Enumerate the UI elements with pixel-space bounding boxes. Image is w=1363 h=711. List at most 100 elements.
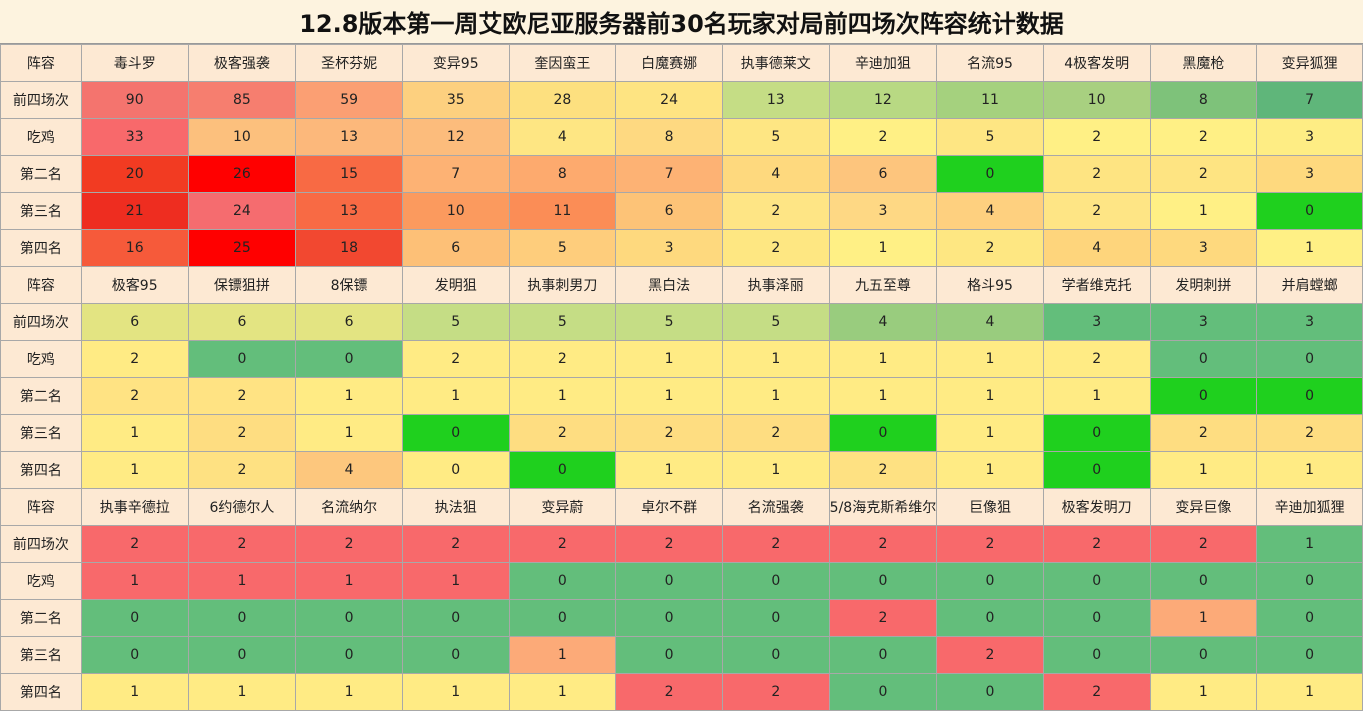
stat-value-cell[interactable]: 4 — [295, 451, 403, 489]
stat-value-cell[interactable]: 2 — [187, 377, 297, 415]
stat-value-cell[interactable]: 2 — [187, 451, 297, 489]
stat-value-cell[interactable]: 3 — [1256, 155, 1363, 193]
stat-value-cell[interactable]: 1 — [936, 451, 1044, 489]
row-label-cell[interactable]: 第四名 — [0, 451, 82, 489]
lineup-name-cell[interactable]: 辛迪加狐狸 — [1256, 488, 1363, 526]
stat-value-cell[interactable]: 0 — [1256, 636, 1363, 674]
lineup-name-cell[interactable]: 执法狙 — [401, 488, 510, 526]
lineup-name-cell[interactable]: 巨像狙 — [936, 488, 1044, 526]
lineup-name-cell[interactable]: 极客发明刀 — [1042, 488, 1151, 526]
stat-value-cell[interactable]: 0 — [187, 340, 297, 378]
lineup-name-cell[interactable]: 执事泽丽 — [721, 266, 830, 304]
stat-value-cell[interactable]: 59 — [295, 81, 403, 119]
stat-value-cell[interactable]: 0 — [828, 562, 938, 600]
stat-value-cell[interactable]: 21 — [80, 192, 189, 230]
lineup-name-cell[interactable]: 极客95 — [80, 266, 189, 304]
lineup-name-cell[interactable]: 九五至尊 — [828, 266, 938, 304]
stat-value-cell[interactable]: 1 — [401, 562, 510, 600]
stat-value-cell[interactable]: 1 — [295, 562, 403, 600]
row-label-cell[interactable]: 前四场次 — [0, 81, 82, 119]
stat-value-cell[interactable]: 1 — [1256, 525, 1363, 563]
stat-value-cell[interactable]: 5 — [508, 303, 617, 341]
stat-value-cell[interactable]: 0 — [828, 673, 938, 711]
stat-value-cell[interactable]: 0 — [401, 414, 510, 452]
stat-value-cell[interactable]: 0 — [1256, 192, 1363, 230]
row-label-cell[interactable]: 第三名 — [0, 414, 82, 452]
stat-value-cell[interactable]: 0 — [936, 673, 1044, 711]
stat-value-cell[interactable]: 25 — [187, 229, 297, 267]
lineup-name-cell[interactable]: 黑魔枪 — [1149, 44, 1258, 82]
stat-value-cell[interactable]: 12 — [828, 81, 938, 119]
stat-value-cell[interactable]: 1 — [615, 451, 723, 489]
stat-value-cell[interactable]: 7 — [401, 155, 510, 193]
stat-value-cell[interactable]: 1 — [828, 377, 938, 415]
stat-value-cell[interactable]: 5 — [721, 118, 830, 156]
stat-value-cell[interactable]: 3 — [1149, 229, 1258, 267]
stat-value-cell[interactable]: 85 — [187, 81, 297, 119]
stat-value-cell[interactable]: 2 — [936, 525, 1044, 563]
row-label-cell[interactable]: 第四名 — [0, 673, 82, 711]
stat-value-cell[interactable]: 2 — [828, 118, 938, 156]
stat-value-cell[interactable]: 2 — [721, 192, 830, 230]
stat-value-cell[interactable]: 1 — [187, 673, 297, 711]
row-label-cell[interactable]: 吃鸡 — [0, 340, 82, 378]
row-label-cell[interactable]: 第二名 — [0, 155, 82, 193]
stat-value-cell[interactable]: 0 — [1256, 562, 1363, 600]
stat-value-cell[interactable]: 2 — [1042, 155, 1151, 193]
stat-value-cell[interactable]: 2 — [508, 525, 617, 563]
stat-value-cell[interactable]: 0 — [508, 562, 617, 600]
stat-value-cell[interactable]: 0 — [1042, 414, 1151, 452]
lineup-name-cell[interactable]: 辛迪加狙 — [828, 44, 938, 82]
stat-value-cell[interactable]: 1 — [721, 377, 830, 415]
lineup-name-cell[interactable]: 执事刺男刀 — [508, 266, 617, 304]
stat-value-cell[interactable]: 6 — [187, 303, 297, 341]
stat-value-cell[interactable]: 1 — [1256, 451, 1363, 489]
stat-value-cell[interactable]: 2 — [721, 525, 830, 563]
stat-value-cell[interactable]: 5 — [615, 303, 723, 341]
stat-value-cell[interactable]: 2 — [1042, 525, 1151, 563]
stat-value-cell[interactable]: 2 — [936, 229, 1044, 267]
lineup-name-cell[interactable]: 变异巨像 — [1149, 488, 1258, 526]
stat-value-cell[interactable]: 1 — [295, 673, 403, 711]
stat-value-cell[interactable]: 4 — [936, 192, 1044, 230]
stat-value-cell[interactable]: 5 — [401, 303, 510, 341]
stat-value-cell[interactable]: 0 — [80, 636, 189, 674]
stat-value-cell[interactable]: 2 — [721, 673, 830, 711]
stat-value-cell[interactable]: 2 — [828, 525, 938, 563]
stat-value-cell[interactable]: 2 — [1149, 414, 1258, 452]
lineup-name-cell[interactable]: 卓尔不群 — [615, 488, 723, 526]
stat-value-cell[interactable]: 0 — [1042, 599, 1151, 637]
stat-value-cell[interactable]: 5 — [936, 118, 1044, 156]
stat-value-cell[interactable]: 16 — [80, 229, 189, 267]
stat-value-cell[interactable]: 3 — [1149, 303, 1258, 341]
stat-value-cell[interactable]: 4 — [1042, 229, 1151, 267]
stat-value-cell[interactable]: 1 — [936, 340, 1044, 378]
stat-value-cell[interactable]: 0 — [295, 340, 403, 378]
stat-value-cell[interactable]: 1 — [1256, 673, 1363, 711]
stat-value-cell[interactable]: 2 — [1042, 673, 1151, 711]
stat-value-cell[interactable]: 6 — [401, 229, 510, 267]
stat-value-cell[interactable]: 0 — [936, 155, 1044, 193]
stat-value-cell[interactable]: 0 — [401, 636, 510, 674]
row-label-cell[interactable]: 吃鸡 — [0, 562, 82, 600]
lineup-name-cell[interactable]: 毒斗罗 — [80, 44, 189, 82]
lineup-name-cell[interactable]: 名流强袭 — [721, 488, 830, 526]
header-label-cell[interactable]: 阵容 — [0, 266, 82, 304]
lineup-name-cell[interactable]: 4极客发明 — [1042, 44, 1151, 82]
stat-value-cell[interactable]: 2 — [508, 340, 617, 378]
lineup-name-cell[interactable]: 名流95 — [936, 44, 1044, 82]
stat-value-cell[interactable]: 0 — [1256, 340, 1363, 378]
stat-value-cell[interactable]: 0 — [936, 562, 1044, 600]
stat-value-cell[interactable]: 2 — [721, 414, 830, 452]
stat-value-cell[interactable]: 0 — [615, 599, 723, 637]
lineup-name-cell[interactable]: 白魔赛娜 — [615, 44, 723, 82]
stat-value-cell[interactable]: 0 — [1042, 451, 1151, 489]
stat-value-cell[interactable]: 4 — [828, 303, 938, 341]
stat-value-cell[interactable]: 1 — [936, 377, 1044, 415]
stat-value-cell[interactable]: 1 — [615, 340, 723, 378]
lineup-name-cell[interactable]: 变异95 — [401, 44, 510, 82]
stat-value-cell[interactable]: 6 — [295, 303, 403, 341]
stat-value-cell[interactable]: 0 — [508, 451, 617, 489]
stat-value-cell[interactable]: 5 — [721, 303, 830, 341]
stat-value-cell[interactable]: 8 — [1149, 81, 1258, 119]
